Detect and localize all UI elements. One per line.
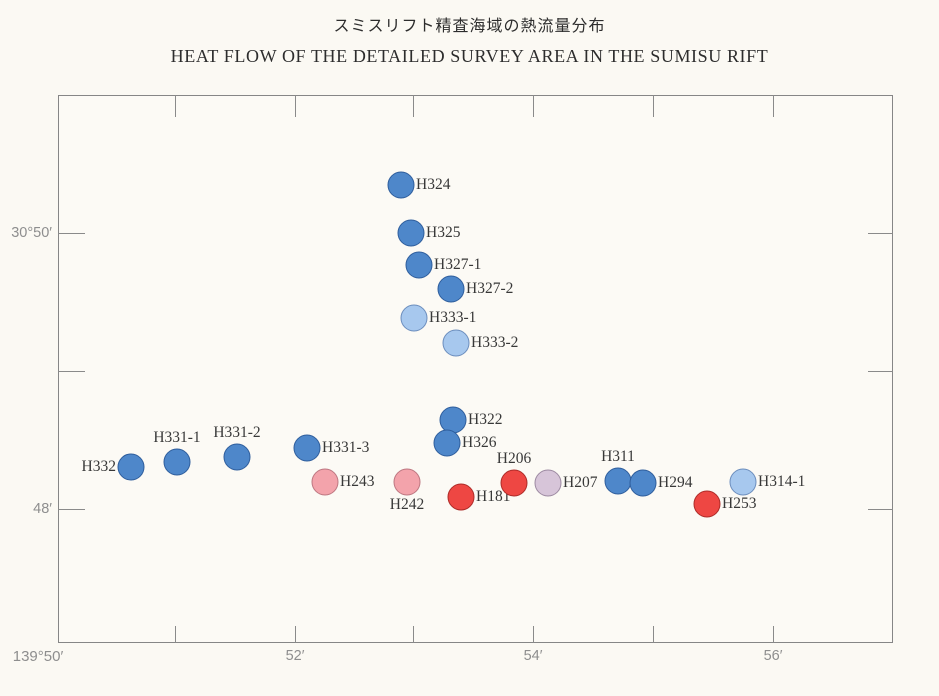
top-axis-tick: [773, 95, 774, 117]
x-axis-tick-label: 56′: [763, 648, 783, 664]
left-axis-tick: [58, 509, 85, 510]
station-label: H243: [340, 473, 375, 490]
bottom-axis-tick: [175, 626, 176, 643]
station-label: H253: [722, 495, 757, 512]
station-marker: [447, 483, 475, 511]
station-marker: [729, 468, 757, 496]
station-marker: [117, 453, 145, 481]
station-label: H332: [81, 458, 116, 475]
top-axis-tick: [295, 95, 296, 117]
figure-title-english: HEAT FLOW OF THE DETAILED SURVEY AREA IN…: [170, 46, 769, 66]
bottom-axis-tick: [773, 626, 774, 643]
bottom-axis-tick: [295, 626, 296, 643]
bottom-axis-tick: [533, 626, 534, 643]
station-marker: [163, 448, 191, 476]
station-label: H327-1: [434, 256, 482, 273]
station-label: H311: [601, 448, 635, 465]
station-label: H325: [426, 224, 461, 241]
station-label: H333-1: [429, 309, 477, 326]
station-marker: [442, 329, 470, 357]
top-axis-tick: [413, 95, 414, 117]
station-marker: [534, 469, 562, 497]
station-label: H242: [389, 496, 425, 513]
x-axis-tick-label: 52′: [285, 648, 305, 664]
station-label: H324: [416, 176, 451, 193]
station-label: H207: [563, 474, 598, 491]
station-marker: [387, 171, 415, 199]
bottom-axis-tick: [653, 626, 654, 643]
station-marker: [311, 468, 339, 496]
top-axis-tick: [533, 95, 534, 117]
station-label: H333-2: [471, 334, 519, 351]
y-axis-tick-label: 48′: [33, 501, 52, 517]
station-label: H294: [658, 474, 693, 491]
top-axis-tick: [175, 95, 176, 117]
station-marker: [400, 304, 428, 332]
station-label: H331-3: [322, 439, 370, 456]
station-marker: [437, 275, 465, 303]
station-marker: [397, 219, 425, 247]
station-label: H322: [468, 411, 503, 428]
station-marker: [693, 490, 721, 518]
station-marker: [629, 469, 657, 497]
left-axis-tick: [58, 371, 85, 372]
right-axis-tick: [868, 371, 893, 372]
right-axis-tick: [868, 233, 893, 234]
x-axis-origin-label: 139°50′: [12, 648, 64, 665]
top-axis-tick: [653, 95, 654, 117]
station-label: H331-2: [213, 424, 261, 441]
station-label: H331-1: [153, 429, 201, 446]
figure-title-japanese: スミスリフト精査海域の熱流量分布: [333, 18, 606, 35]
station-marker: [439, 406, 467, 434]
station-marker: [405, 251, 433, 279]
station-marker: [604, 467, 632, 495]
right-axis-tick: [868, 509, 893, 510]
map-frame: [58, 95, 893, 643]
station-label: H314-1: [758, 473, 806, 490]
station-marker: [433, 429, 461, 457]
station-label: H327-2: [466, 280, 514, 297]
station-marker: [393, 468, 421, 496]
station-marker: [500, 469, 528, 497]
bottom-axis-tick: [413, 626, 414, 643]
station-label: H326: [462, 434, 497, 451]
station-label: H206: [496, 450, 532, 467]
station-label: H181: [476, 488, 511, 505]
x-axis-tick-label: 54′: [523, 648, 543, 664]
station-marker: [293, 434, 321, 462]
station-marker: [223, 443, 251, 471]
left-axis-tick: [58, 233, 85, 234]
y-axis-tick-label: 30°50′: [11, 225, 52, 241]
